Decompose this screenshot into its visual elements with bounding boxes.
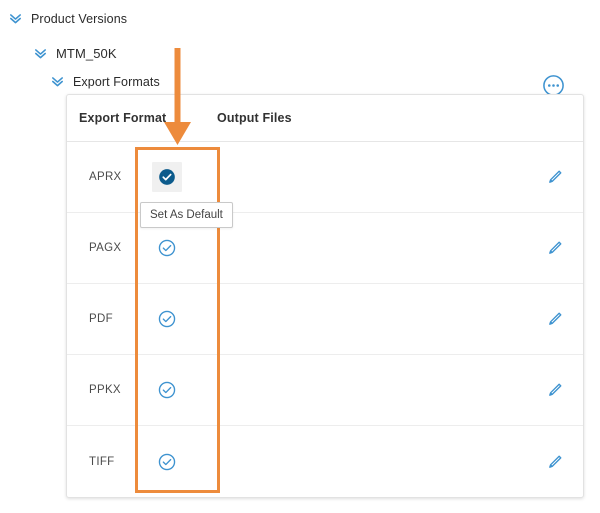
cell-export-format: TIFF [89,455,115,468]
cell-edit-action [527,453,583,471]
tooltip-set-as-default: Set As Default [140,202,233,228]
tree-item-mtm-50k[interactable]: MTM_50K [33,46,117,61]
tree-item-label: MTM_50K [56,46,117,61]
pencil-icon[interactable] [546,168,564,186]
chevron-double-down-icon[interactable] [50,74,65,89]
check-circle-filled-icon [159,169,175,185]
column-header-output-files: Output Files [217,111,292,125]
cell-set-as-default [115,447,219,477]
pencil-icon[interactable] [546,239,564,257]
table-row: PAGX [67,213,583,284]
set-as-default-button[interactable] [152,375,182,405]
pencil-icon[interactable] [546,453,564,471]
chevron-double-down-icon[interactable] [33,46,48,61]
cell-edit-action [527,168,583,186]
cell-set-as-default [115,304,219,334]
set-as-default-button[interactable] [152,162,182,192]
cell-export-format: APRX [89,171,122,183]
cell-edit-action [527,310,583,328]
column-header-export-format: Export Format [79,111,167,125]
table-header-row: Export Format Output Files [67,95,583,142]
tree-item-product-versions[interactable]: Product Versions [8,11,127,26]
table-row: TIFF [67,426,583,497]
cell-set-as-default [115,162,219,192]
cell-edit-action [527,381,583,399]
pencil-icon[interactable] [546,381,564,399]
table-row: PDF [67,284,583,355]
cell-export-format: PDF [89,313,113,325]
cell-edit-action [527,239,583,257]
table-row: APRX [67,142,583,213]
set-as-default-button[interactable] [152,447,182,477]
set-as-default-button[interactable] [152,233,182,263]
cell-set-as-default [115,375,219,405]
tree-item-export-formats[interactable]: Export Formats [50,74,160,89]
set-as-default-button[interactable] [152,304,182,334]
check-circle-outline-icon [158,453,176,470]
tree-item-label: Export Formats [73,74,160,89]
tree-item-label: Product Versions [31,11,128,26]
check-circle-outline-icon [158,381,176,399]
cell-export-format: PAGX [89,242,122,254]
export-formats-table: Export Format Output Files APRX [66,94,584,498]
cell-export-format: PPKX [89,384,121,396]
check-circle-outline-icon [158,310,176,328]
chevron-double-down-icon[interactable] [8,11,23,26]
cell-set-as-default [115,233,219,263]
table-row: PPKX [67,355,583,426]
pencil-icon[interactable] [546,310,564,328]
check-circle-outline-icon [158,239,176,257]
